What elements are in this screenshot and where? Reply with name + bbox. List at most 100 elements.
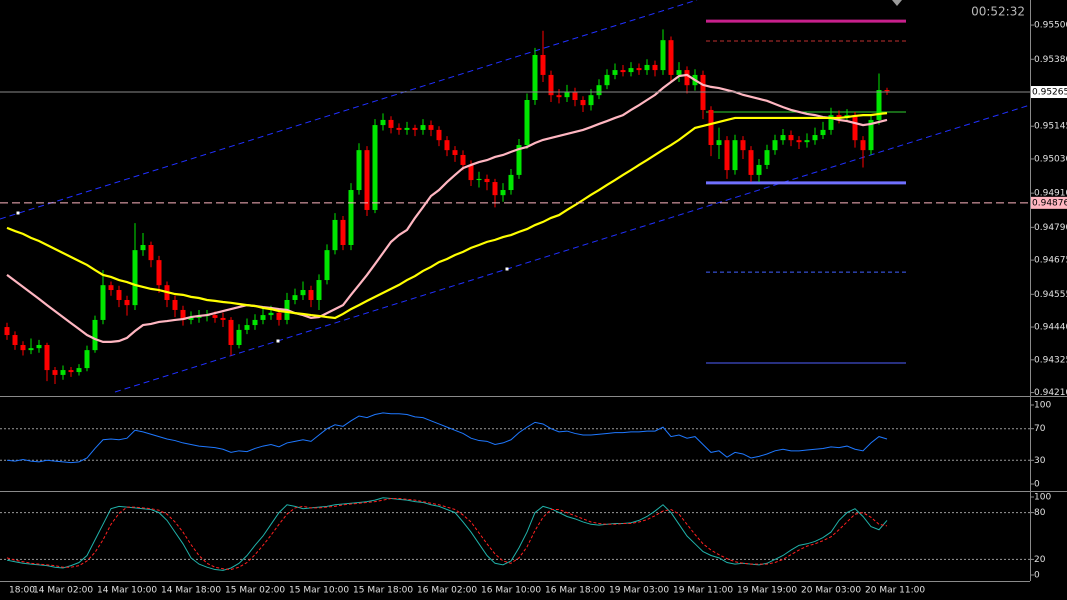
y-tick-label: 0.94325 <box>1034 355 1067 365</box>
candle-body <box>876 90 882 120</box>
candle-body <box>180 309 186 320</box>
candle-body <box>604 74 610 86</box>
candle-body <box>116 290 122 300</box>
candle-body <box>76 368 82 373</box>
y-tick-label: 0.94675 <box>1034 256 1067 266</box>
x-tick-label: 14 Mar 10:00 <box>97 586 157 596</box>
candle-body <box>620 70 626 73</box>
candle-body <box>156 260 162 286</box>
candle-body <box>628 68 634 73</box>
x-tick-label: 15 Mar 18:00 <box>353 586 413 596</box>
candle-body <box>364 150 370 210</box>
candle-body <box>740 140 746 151</box>
candle-body <box>108 285 114 291</box>
candle-body <box>572 92 578 100</box>
bid-label: 0.95265 <box>1032 88 1067 98</box>
indicator-line <box>6 497 888 571</box>
candle-body <box>100 285 106 320</box>
candle-body <box>252 319 258 326</box>
bar-timer: 00:52:32 <box>971 5 1025 19</box>
candle-body <box>580 99 586 106</box>
y-tick-label: 80 <box>1034 508 1046 518</box>
candle-body <box>396 127 402 130</box>
candle-body <box>4 327 10 336</box>
candle-body <box>404 127 410 130</box>
candle-body <box>412 127 418 130</box>
candle-body <box>372 125 378 210</box>
candle-body <box>556 95 562 98</box>
candle-body <box>12 335 18 346</box>
candle-body <box>444 140 450 151</box>
y-tick-label: 30 <box>1034 456 1046 466</box>
candle-body <box>836 115 842 118</box>
candle-body <box>44 345 50 371</box>
candle-body <box>732 140 738 171</box>
candle-body <box>492 182 498 196</box>
candle-body <box>748 150 754 175</box>
candle-body <box>172 299 178 310</box>
candle-body <box>380 119 386 126</box>
candle-body <box>324 250 330 281</box>
candle-body <box>548 74 554 96</box>
bid-label-box <box>1031 86 1067 99</box>
candle-body <box>644 64 650 71</box>
candle-body <box>308 290 314 300</box>
price-label: 0.94876 <box>1032 198 1067 208</box>
y-tick-label: 100 <box>1034 401 1051 411</box>
x-tick-label: 20 Mar 03:00 <box>801 586 861 596</box>
candle-body <box>244 325 250 330</box>
price-label-box <box>1031 196 1067 209</box>
candle-body <box>212 315 218 318</box>
shift-marker <box>892 0 902 6</box>
x-tick-label: 19 Mar 11:00 <box>673 586 733 596</box>
candle-body <box>860 140 866 151</box>
x-tick-label: 18:00 <box>9 586 35 596</box>
candle-body <box>756 164 762 175</box>
anchor-point <box>505 267 509 271</box>
candle-body <box>596 85 602 96</box>
candle-body <box>28 348 34 351</box>
candle-body <box>500 190 506 196</box>
candle-body <box>356 150 362 191</box>
candle-body <box>228 319 234 346</box>
x-tick-label: 19 Mar 19:00 <box>737 586 797 596</box>
candle-body <box>716 140 722 146</box>
candle-body <box>468 164 474 181</box>
x-tick-label: 14 Mar 18:00 <box>161 586 221 596</box>
candle-body <box>724 140 730 171</box>
candle-body <box>612 70 618 75</box>
x-tick-label: 20 Mar 11:00 <box>865 586 925 596</box>
candle-body <box>676 70 682 75</box>
candle-body <box>260 315 266 320</box>
x-tick-label: 19 Mar 03:00 <box>609 586 669 596</box>
candle-body <box>532 54 538 100</box>
candle-body <box>220 317 226 320</box>
candle-body <box>684 70 690 86</box>
candle-body <box>828 115 834 130</box>
candle-body <box>148 245 154 261</box>
x-tick-label: 14 Mar 02:00 <box>33 586 93 596</box>
x-tick-label: 16 Mar 18:00 <box>545 586 605 596</box>
y-tick-label: 20 <box>1034 555 1046 565</box>
candle-body <box>652 64 658 71</box>
candle-body <box>92 319 98 351</box>
candle-body <box>428 125 434 130</box>
candle-body <box>804 140 810 143</box>
candle-body <box>316 280 322 300</box>
indicator-line <box>6 73 888 343</box>
anchor-point <box>276 339 280 343</box>
candle-body <box>524 99 530 146</box>
candle-body <box>764 150 770 165</box>
candle-body <box>868 119 874 151</box>
candle-body <box>20 345 26 351</box>
candle-body <box>84 350 90 369</box>
x-tick-label: 16 Mar 02:00 <box>417 586 477 596</box>
candle-body <box>124 299 130 306</box>
